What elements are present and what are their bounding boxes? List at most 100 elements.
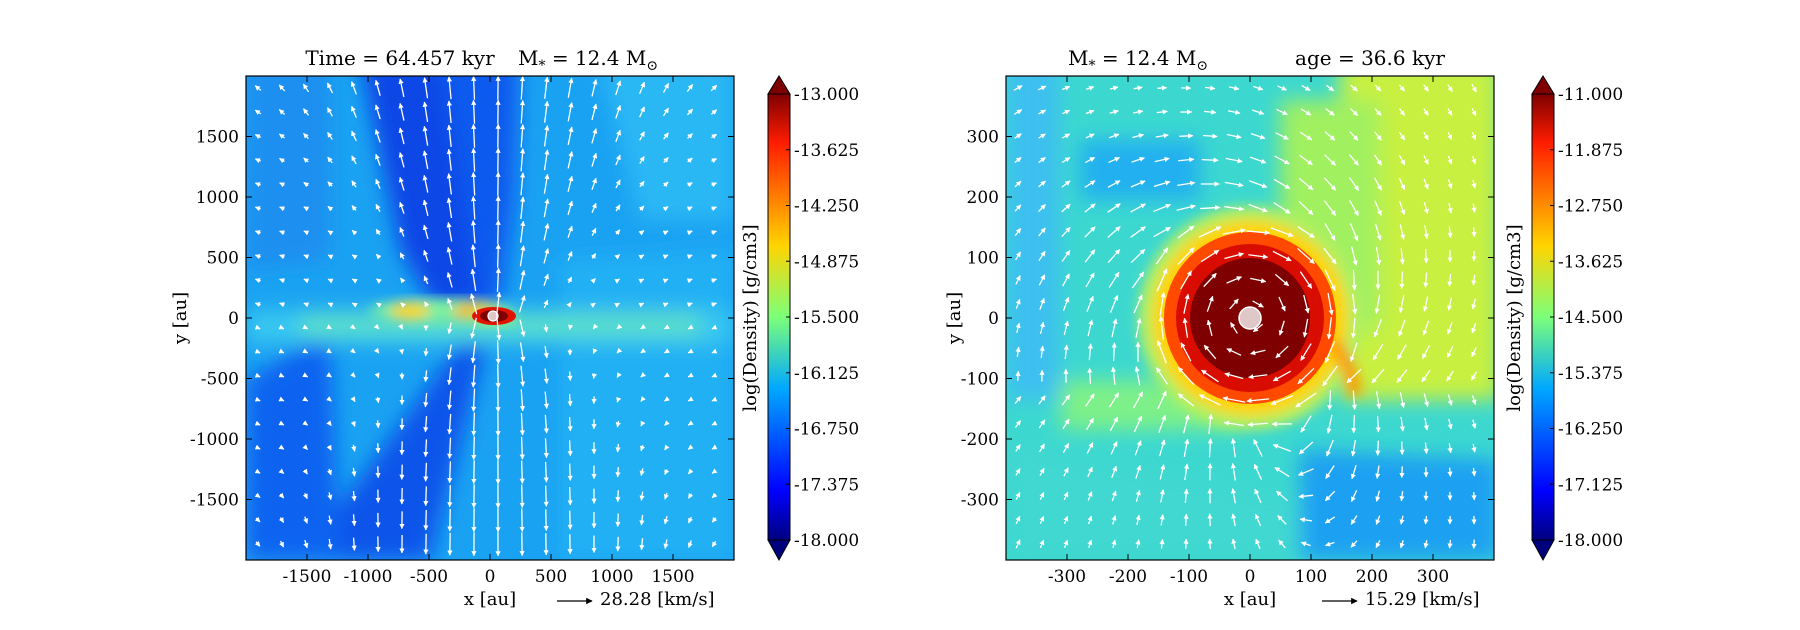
velocity-arrow: [1039, 297, 1045, 310]
velocity-arrow: [1204, 109, 1217, 115]
y-tick-label: 100: [967, 249, 999, 269]
velocity-arrow: [1471, 419, 1477, 429]
velocity-arrow: [1255, 538, 1261, 550]
velocity-arrow: [616, 396, 622, 403]
velocity-arrow: [1270, 395, 1294, 405]
velocity-arrow: [1447, 155, 1453, 165]
velocity-arrow: [349, 323, 356, 330]
velocity-arrow: [446, 197, 453, 219]
velocity-arrow: [567, 225, 573, 239]
velocity-arrow: [278, 444, 285, 450]
velocity-arrow: [1348, 177, 1360, 191]
velocity-arrow: [1014, 204, 1022, 212]
velocity-arrow: [1446, 321, 1453, 335]
velocity-arrow: [1422, 320, 1430, 336]
velocity-arrow: [1063, 491, 1069, 501]
velocity-arrow: [1375, 465, 1381, 479]
velocity-arrow: [1302, 318, 1309, 338]
colorbar-tick-label: -16.250: [1558, 420, 1623, 440]
colorbar-tick-label: -15.375: [1558, 364, 1623, 384]
velocity-arrow: [1349, 342, 1358, 362]
velocity-arrow: [399, 201, 405, 214]
velocity-arrow: [303, 302, 310, 308]
velocity-arrow: [326, 444, 332, 451]
velocity-arrow: [1039, 539, 1045, 549]
velocity-arrow: [327, 131, 333, 140]
velocity-arrow: [639, 514, 645, 526]
velocity-arrow: [351, 278, 358, 284]
velocity-arrow: [1447, 297, 1453, 311]
velocity-arrow: [470, 244, 476, 268]
velocity-arrow: [1447, 132, 1453, 141]
velocity-arrow: [1325, 84, 1335, 92]
velocity-arrow: [423, 370, 429, 383]
velocity-arrow: [375, 253, 382, 260]
velocity-arrow: [374, 129, 381, 143]
velocity-arrow: [711, 182, 717, 188]
velocity-arrow: [567, 371, 573, 382]
velocity-arrow: [1038, 109, 1047, 115]
velocity-arrow: [446, 124, 452, 147]
velocity-arrow: [1423, 515, 1429, 525]
velocity-arrow: [639, 468, 645, 477]
velocity-arrow: [1111, 539, 1117, 549]
velocity-arrow: [1085, 417, 1095, 431]
velocity-arrow: [375, 203, 381, 213]
velocity-arrow: [567, 417, 573, 432]
velocity-arrow: [1295, 392, 1317, 408]
velocity-arrow: [1087, 515, 1093, 525]
velocity-arrow: [686, 302, 693, 308]
velocity-arrow: [1230, 438, 1236, 458]
velocity-arrow: [543, 248, 550, 264]
velocity-arrow: [471, 99, 477, 124]
velocity-arrow: [1324, 131, 1336, 141]
velocity-arrow: [1471, 298, 1477, 310]
velocity-arrow: [327, 468, 332, 476]
velocity-arrow: [1275, 345, 1289, 359]
velocity-arrow: [519, 365, 526, 387]
velocity-arrow: [327, 302, 334, 308]
velocity-arrow: [1399, 392, 1406, 409]
velocity-arrow: [470, 195, 477, 220]
velocity-arrow: [1346, 368, 1362, 384]
velocity-arrow: [1248, 254, 1269, 260]
x-tick-label: -300: [1048, 567, 1086, 587]
velocity-arrow: [1087, 539, 1093, 549]
y-tick-label: -100: [961, 370, 999, 390]
velocity-arrow: [376, 278, 382, 284]
velocity-arrow: [423, 462, 429, 482]
velocity-arrow: [1373, 318, 1383, 338]
velocity-arrow: [1015, 468, 1021, 476]
velocity-arrow: [616, 347, 623, 354]
velocity-arrow: [400, 277, 406, 284]
velocity-arrow: [1298, 200, 1314, 216]
velocity-arrow: [662, 302, 669, 308]
velocity-arrow: [1375, 415, 1381, 433]
velocity-arrow: [519, 436, 525, 460]
velocity-arrow: [1374, 108, 1382, 116]
velocity-arrow: [1350, 515, 1358, 525]
colorbar-tick-label: -14.250: [794, 197, 859, 217]
velocity-arrow: [495, 243, 501, 268]
velocity-arrow: [351, 155, 357, 165]
velocity-arrow: [446, 272, 453, 288]
velocity-arrow: [398, 152, 405, 168]
velocity-arrow: [422, 150, 429, 170]
velocity-arrow: [1224, 372, 1244, 380]
velocity-arrow: [1063, 344, 1069, 360]
velocity-arrow: [1421, 345, 1431, 360]
velocity-arrow: [1446, 346, 1454, 359]
velocity-arrow: [471, 388, 477, 412]
velocity-arrow: [446, 390, 453, 410]
y-tick-label: 1000: [196, 188, 239, 208]
velocity-arrow: [711, 468, 718, 474]
x-tick-label: -200: [1109, 567, 1147, 587]
velocity-arrow: [1130, 180, 1146, 188]
y-tick-label: 300: [967, 128, 999, 148]
x-tick-label: 1500: [651, 567, 694, 587]
velocity-arrow: [1421, 369, 1431, 383]
velocity-arrow: [1423, 272, 1429, 288]
colorbar-tick-label: -17.125: [1558, 475, 1623, 495]
velocity-arrow: [711, 278, 717, 284]
velocity-arrow: [1135, 464, 1142, 479]
